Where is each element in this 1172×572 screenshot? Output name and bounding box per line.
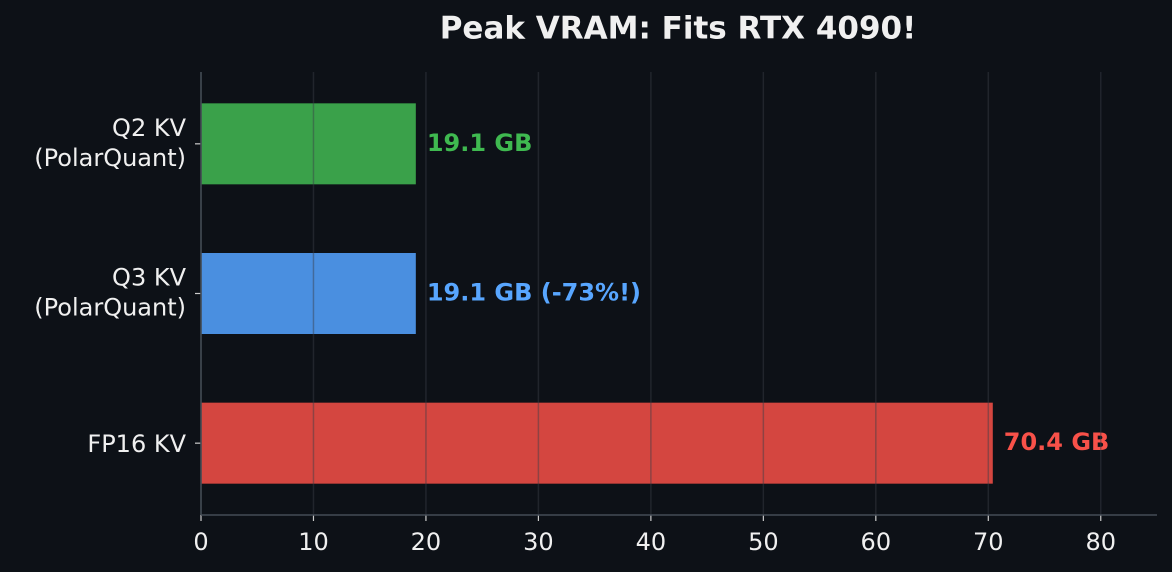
y-tick-label: Q3 KV bbox=[112, 264, 187, 292]
x-tick-label: 0 bbox=[193, 528, 208, 556]
bar bbox=[201, 402, 993, 484]
bar bbox=[201, 103, 416, 185]
x-tick-label: 30 bbox=[523, 528, 554, 556]
x-tick-label: 20 bbox=[411, 528, 442, 556]
x-tick-label: 10 bbox=[298, 528, 329, 556]
value-label: 70.4 GB bbox=[1004, 428, 1110, 456]
chart-title: Peak VRAM: Fits RTX 4090! bbox=[440, 11, 917, 47]
y-tick-label: (PolarQuant) bbox=[34, 294, 186, 322]
x-tick-label: 60 bbox=[861, 528, 892, 556]
x-tick-label: 50 bbox=[748, 528, 779, 556]
value-label: 19.1 GB bbox=[427, 129, 533, 157]
x-tick-label: 40 bbox=[636, 528, 667, 556]
x-tick-label: 70 bbox=[973, 528, 1004, 556]
y-tick-label: FP16 KV bbox=[87, 430, 186, 458]
value-label: 19.1 GB (-73%!) bbox=[427, 279, 641, 307]
x-tick-label: 80 bbox=[1085, 528, 1116, 556]
y-tick-label: (PolarQuant) bbox=[34, 144, 186, 172]
bar bbox=[201, 253, 416, 334]
y-tick-label: Q2 KV bbox=[112, 114, 187, 142]
